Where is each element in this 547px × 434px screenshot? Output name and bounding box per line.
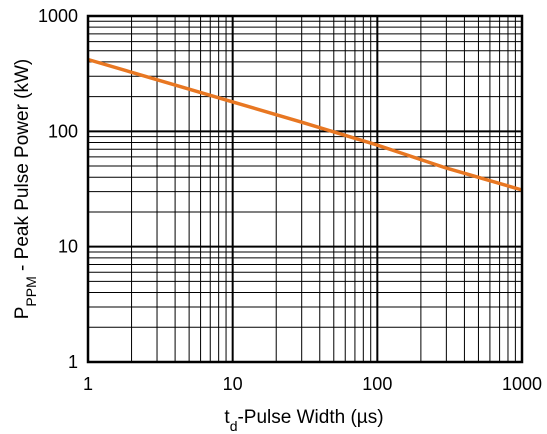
y-axis-title: PPPM - Peak Pulse Power (kW) [12,59,39,320]
grid [88,16,522,362]
series-line-0 [87,57,523,192]
x-tick-label: 1000 [502,374,542,394]
y-tick-label: 10 [58,237,78,257]
y-tick-label: 100 [48,121,78,141]
series-layer [87,57,523,192]
tick-labels: 1 10 100 1000 1 10 100 1000 [38,6,542,394]
x-tick-label: 100 [362,374,392,394]
x-tick-label: 10 [223,374,243,394]
plot-frame [86,14,524,364]
y-tick-label: 1000 [38,6,78,26]
y-tick-label: 1 [68,352,78,372]
x-axis-title: td-Pulse Width (µs) [224,407,383,434]
x-tick-label: 1 [83,374,93,394]
plot-border [86,14,524,364]
